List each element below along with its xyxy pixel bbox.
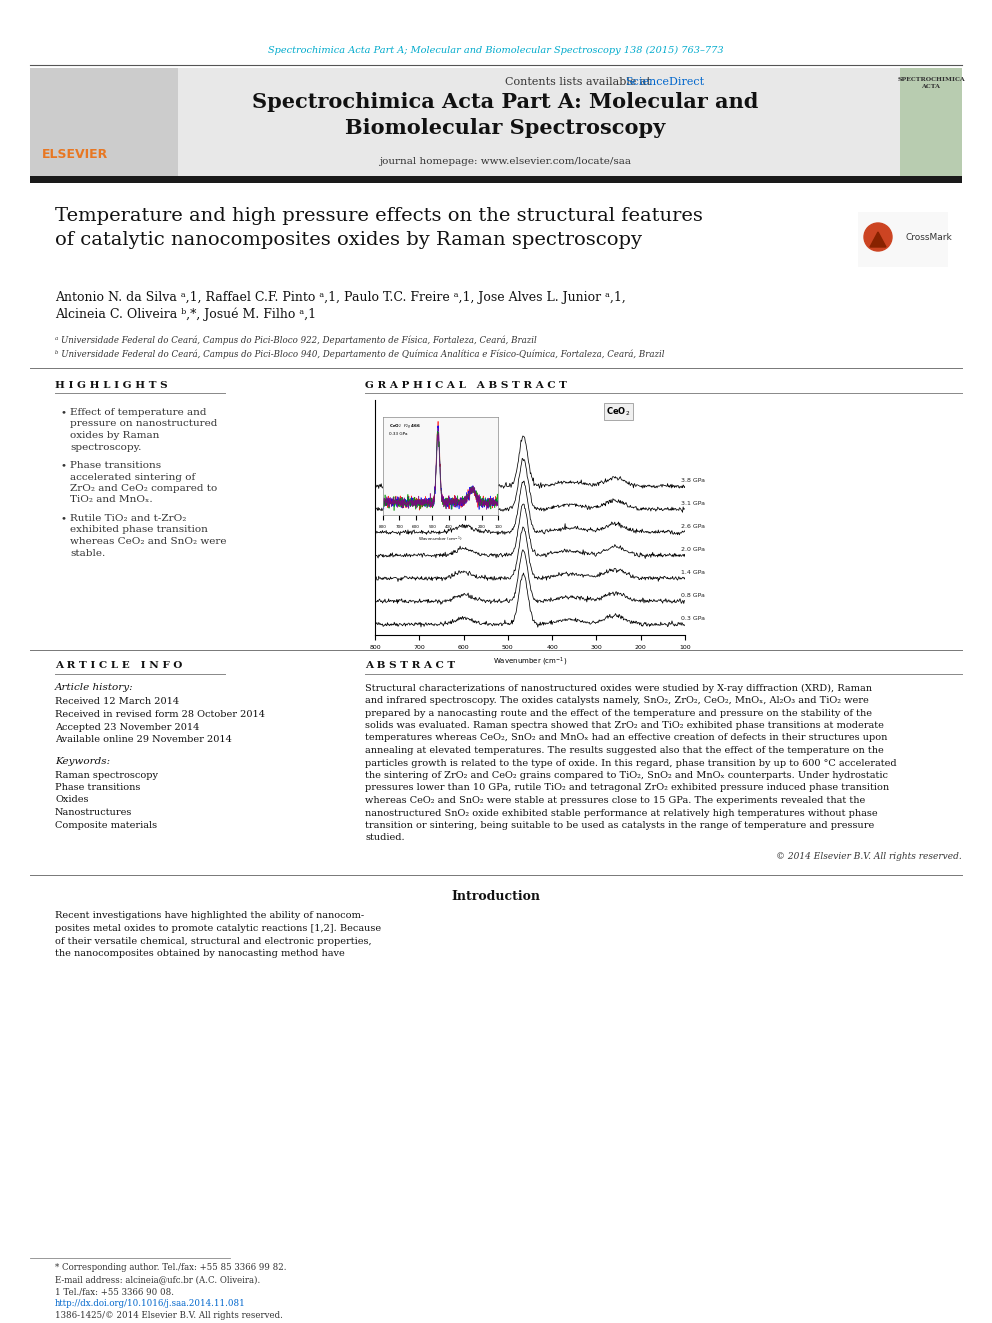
Text: the nanocomposites obtained by nanocasting method have: the nanocomposites obtained by nanocasti… [55,949,345,958]
X-axis label: Wavenumber (cm$^{-1}$): Wavenumber (cm$^{-1}$) [493,655,567,668]
Text: Phase transitions: Phase transitions [55,783,141,792]
Text: 1386-1425/© 2014 Elsevier B.V. All rights reserved.: 1386-1425/© 2014 Elsevier B.V. All right… [55,1311,283,1319]
Bar [858,212,948,267]
Text: A B S T R A C T: A B S T R A C T [365,662,455,671]
Text: Spectrochimica Acta Part A; Molecular and Biomolecular Spectroscopy 138 (2015) 7: Spectrochimica Acta Part A; Molecular an… [268,45,724,54]
Text: 2.6 GPa: 2.6 GPa [682,524,705,529]
Text: 1 Tel./fax: +55 3366 90 08.: 1 Tel./fax: +55 3366 90 08. [55,1287,174,1297]
Text: TiO₂ and MnOₓ.: TiO₂ and MnOₓ. [70,496,153,504]
Text: •: • [60,407,66,417]
Text: whereas CeO₂ and SnO₂ were: whereas CeO₂ and SnO₂ were [70,537,226,546]
Text: nanostructured SnO₂ oxide exhibited stable performance at relatively high temper: nanostructured SnO₂ oxide exhibited stab… [365,808,878,818]
Bar [30,176,962,183]
Text: annealing at elevated temperatures. The results suggested also that the effect o: annealing at elevated temperatures. The … [365,746,884,755]
Text: Antonio N. da Silva ᵃ,1, Raffael C.F. Pinto ᵃ,1, Paulo T.C. Freire ᵃ,1, Jose Alv: Antonio N. da Silva ᵃ,1, Raffael C.F. Pi… [55,291,626,304]
Text: Composite materials: Composite materials [55,820,157,830]
Text: A R T I C L E   I N F O: A R T I C L E I N F O [55,662,183,671]
Text: ScienceDirect: ScienceDirect [625,77,704,87]
Bar [30,67,178,176]
Text: Keywords:: Keywords: [55,758,110,766]
Text: ZrO₂ and CeO₂ compared to: ZrO₂ and CeO₂ compared to [70,484,217,493]
Text: Temperature and high pressure effects on the structural features
of catalytic na: Temperature and high pressure effects on… [55,206,703,249]
Text: 0.33 GPa: 0.33 GPa [389,431,408,435]
X-axis label: Wavenumber (cm$^{-1}$): Wavenumber (cm$^{-1}$) [419,534,463,544]
Text: particles growth is related to the type of oxide. In this regard, phase transiti: particles growth is related to the type … [365,758,897,767]
Text: •: • [60,515,66,523]
Text: temperatures whereas CeO₂, SnO₂ and MnOₓ had an effective creation of defects in: temperatures whereas CeO₂, SnO₂ and MnOₓ… [365,733,888,742]
Text: http://dx.doi.org/10.1016/j.saa.2014.11.081: http://dx.doi.org/10.1016/j.saa.2014.11.… [55,1299,246,1308]
Text: posites metal oxides to promote catalytic reactions [1,2]. Because: posites metal oxides to promote catalyti… [55,923,381,933]
Text: 0.8 GPa: 0.8 GPa [682,593,705,598]
Text: CeO$_2$: CeO$_2$ [606,405,631,418]
Text: exhibited phase transition: exhibited phase transition [70,525,208,534]
Text: E-mail address: alcineia@ufc.br (A.C. Oliveira).: E-mail address: alcineia@ufc.br (A.C. Ol… [55,1275,260,1285]
Text: Structural characterizations of nanostructured oxides were studied by X-ray diff: Structural characterizations of nanostru… [365,684,872,692]
Text: 1.4 GPa: 1.4 GPa [682,570,705,576]
Text: 0.3 GPa: 0.3 GPa [682,617,705,620]
Text: CeO$_2$  $F_{2g}$ 466: CeO$_2$ $F_{2g}$ 466 [389,422,421,431]
Text: SPECTROCHIMICA
ACTA: SPECTROCHIMICA ACTA [897,78,965,89]
Text: Nanostructures: Nanostructures [55,808,132,818]
Text: Oxides: Oxides [55,795,88,804]
Text: studied.: studied. [365,833,405,843]
Text: * Corresponding author. Tel./fax: +55 85 3366 99 82.: * Corresponding author. Tel./fax: +55 85… [55,1263,287,1273]
Bar [900,67,962,176]
Text: ᵇ Universidade Federal do Ceará, Campus do Pici-Bloco 940, Departamento de Quími: ᵇ Universidade Federal do Ceará, Campus … [55,349,665,359]
Text: journal homepage: www.elsevier.com/locate/saa: journal homepage: www.elsevier.com/locat… [379,157,631,167]
Text: solids was evaluated. Raman spectra showed that ZrO₂ and TiO₂ exhibited phase tr: solids was evaluated. Raman spectra show… [365,721,884,730]
Text: 3.1 GPa: 3.1 GPa [682,501,705,505]
Text: of their versatile chemical, structural and electronic properties,: of their versatile chemical, structural … [55,937,372,946]
Text: 2.0 GPa: 2.0 GPa [682,546,705,552]
Text: •: • [60,460,66,470]
Text: Effect of temperature and: Effect of temperature and [70,407,206,417]
Text: Rutile TiO₂ and t-ZrO₂: Rutile TiO₂ and t-ZrO₂ [70,515,186,523]
Text: Raman spectroscopy: Raman spectroscopy [55,770,158,779]
Text: prepared by a nanocasting route and the effect of the temperature and pressure o: prepared by a nanocasting route and the … [365,709,872,717]
Text: pressure on nanostructured: pressure on nanostructured [70,419,217,429]
Text: stable.: stable. [70,549,105,557]
Text: Phase transitions: Phase transitions [70,460,161,470]
Text: Received 12 March 2014: Received 12 March 2014 [55,697,180,706]
Text: accelerated sintering of: accelerated sintering of [70,472,195,482]
Text: Introduction: Introduction [451,890,541,904]
Text: H I G H L I G H T S: H I G H L I G H T S [55,381,168,389]
Circle shape [864,224,892,251]
Text: Available online 29 November 2014: Available online 29 November 2014 [55,736,232,744]
Text: Article history:: Article history: [55,684,134,692]
Text: 3.8 GPa: 3.8 GPa [682,478,705,483]
Text: and infrared spectroscopy. The oxides catalysts namely, SnO₂, ZrO₂, CeO₂, MnOₓ, : and infrared spectroscopy. The oxides ca… [365,696,869,705]
Text: ELSEVIER: ELSEVIER [42,148,108,161]
Text: CrossMark: CrossMark [906,233,952,242]
Text: Alcineia C. Oliveira ᵇ,*, Josué M. Filho ᵃ,1: Alcineia C. Oliveira ᵇ,*, Josué M. Filho… [55,307,316,320]
Text: Received in revised form 28 October 2014: Received in revised form 28 October 2014 [55,710,265,718]
Text: spectroscopy.: spectroscopy. [70,442,142,451]
Text: © 2014 Elsevier B.V. All rights reserved.: © 2014 Elsevier B.V. All rights reserved… [777,852,962,861]
Text: oxides by Raman: oxides by Raman [70,431,160,441]
Text: Recent investigations have highlighted the ability of nanocom-: Recent investigations have highlighted t… [55,912,364,921]
Text: whereas CeO₂ and SnO₂ were stable at pressures close to 15 GPa. The experiments : whereas CeO₂ and SnO₂ were stable at pre… [365,796,865,804]
Text: Spectrochimica Acta Part A: Molecular and
Biomolecular Spectroscopy: Spectrochimica Acta Part A: Molecular an… [252,93,758,138]
Text: pressures lower than 10 GPa, rutile TiO₂ and tetragonal ZrO₂ exhibited pressure : pressures lower than 10 GPa, rutile TiO₂… [365,783,889,792]
Text: Accepted 23 November 2014: Accepted 23 November 2014 [55,722,199,732]
Bar [30,67,900,176]
Text: transition or sintering, being suitable to be used as catalysts in the range of : transition or sintering, being suitable … [365,822,874,830]
Polygon shape [870,232,886,247]
Text: G R A P H I C A L   A B S T R A C T: G R A P H I C A L A B S T R A C T [365,381,566,389]
Text: Contents lists available at: Contents lists available at [505,77,655,87]
Text: the sintering of ZrO₂ and CeO₂ grains compared to TiO₂, SnO₂ and MnOₓ counterpar: the sintering of ZrO₂ and CeO₂ grains co… [365,771,888,781]
Text: ᵃ Universidade Federal do Ceará, Campus do Pici-Bloco 922, Departamento de Físic: ᵃ Universidade Federal do Ceará, Campus … [55,335,537,345]
